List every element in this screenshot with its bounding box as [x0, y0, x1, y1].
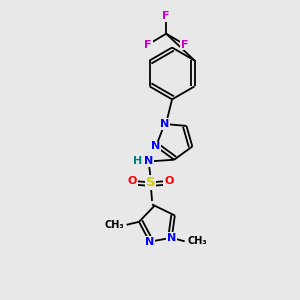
Text: F: F: [144, 40, 152, 50]
Text: CH₃: CH₃: [187, 236, 207, 246]
Text: F: F: [181, 40, 188, 50]
Text: S: S: [146, 176, 155, 189]
Text: F: F: [162, 11, 170, 21]
Text: N: N: [160, 119, 169, 129]
Text: N: N: [167, 233, 176, 243]
Text: O: O: [164, 176, 173, 186]
Text: H: H: [133, 156, 142, 166]
Text: CH₃: CH₃: [104, 220, 124, 230]
Text: N: N: [151, 142, 160, 152]
Text: N: N: [145, 156, 154, 166]
Text: N: N: [145, 237, 154, 247]
Text: O: O: [128, 176, 137, 186]
